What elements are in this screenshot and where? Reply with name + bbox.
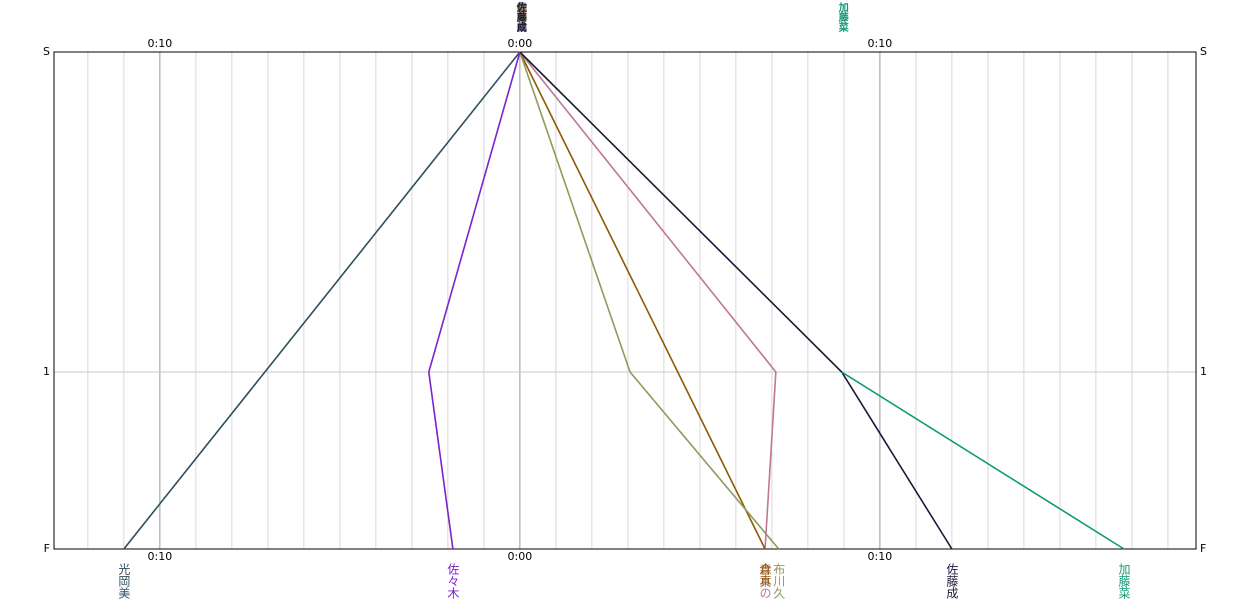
series-line — [519, 51, 766, 550]
x-tick-label: 0:10 — [147, 37, 172, 50]
start-name-label: 佐藤成 — [514, 1, 527, 33]
series-line — [519, 51, 780, 550]
y-tick-label: S — [43, 45, 50, 58]
start-name-label: 佐々木 — [514, 1, 527, 33]
y-tick-label: S — [1200, 45, 1207, 58]
series-name-label: 光岡美 — [117, 563, 131, 599]
start-name-label: 光岡美 — [514, 1, 527, 33]
x-tick-label: 0:00 — [508, 37, 533, 50]
plot-border — [53, 51, 1197, 550]
x-tick-label: 0:10 — [868, 550, 893, 563]
series-name-label: 布川久 — [772, 563, 786, 600]
start-name-label: 布川久 — [514, 1, 527, 33]
series-name-label: 佐藤成 — [945, 563, 959, 600]
series-line — [519, 51, 777, 550]
series-name-label: 加藤菜 — [1117, 563, 1131, 599]
series-name-label: 佐々木 — [446, 563, 460, 599]
y-tick-label: 1 — [43, 365, 50, 378]
series-line — [841, 371, 1125, 550]
y-tick-label: F — [44, 542, 50, 555]
x-tick-label: 0:10 — [147, 550, 172, 563]
x-tick-label: 0:10 — [868, 37, 893, 50]
series-line — [427, 51, 521, 550]
x-tick-label: 0:00 — [508, 550, 533, 563]
series-name-label: 倉真 — [758, 562, 772, 588]
start-name-label: 森本の — [514, 1, 527, 32]
start-name-label: 加藤菜 — [836, 1, 849, 33]
y-tick-label: F — [1200, 542, 1206, 555]
series-line — [123, 51, 521, 550]
series-name-label: 森本の — [758, 562, 772, 599]
start-name-label: 倉真 — [514, 1, 527, 23]
y-tick-label: 1 — [1200, 365, 1207, 378]
